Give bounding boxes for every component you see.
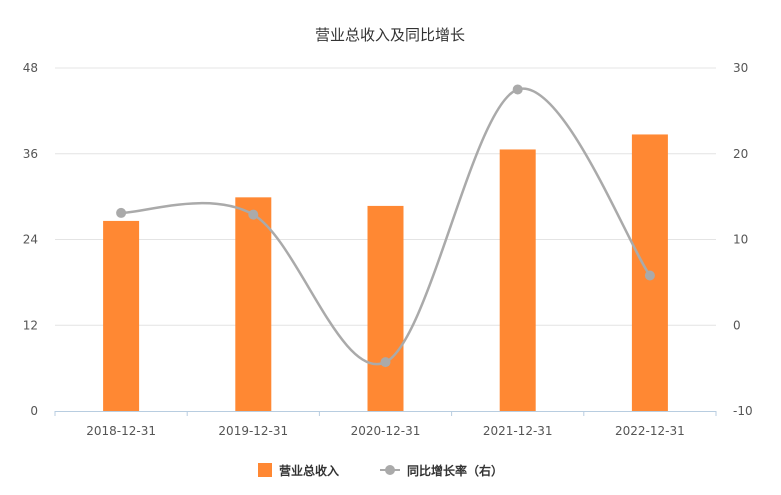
bar[interactable] [367,205,404,411]
bar-series [103,134,668,412]
bar[interactable] [499,149,536,411]
x-tick-label: 2021-12-31 [483,424,553,438]
growth-point[interactable] [248,209,259,220]
x-tick-label: 2018-12-31 [86,424,156,438]
y-right-tick-label: 30 [733,61,748,75]
line-series [116,84,655,368]
x-tick-label: 2022-12-31 [615,424,685,438]
y-left-tick-label: 48 [23,61,38,75]
x-axis: 2018-12-31 2019-12-31 2020-12-31 2021-12-31… [54,411,717,438]
y-axis-left: 0 12 24 36 48 [23,61,38,418]
y-right-tick-label: 20 [733,147,748,161]
y-right-tick-label: 10 [733,233,748,247]
y-left-tick-label: 12 [23,318,38,332]
bar[interactable] [235,197,272,411]
growth-point[interactable] [512,84,523,95]
legend-label-growth: 同比增长率（右） [407,463,503,478]
legend-swatch-growth-dot [385,465,395,475]
y-right-tick-label: 0 [733,318,741,332]
legend-swatch-revenue [258,463,272,477]
growth-point[interactable] [380,357,391,368]
growth-line [121,87,651,366]
y-left-tick-label: 36 [23,147,38,161]
x-tick-label: 2019-12-31 [218,424,288,438]
legend[interactable]: 营业总收入 同比增长率（右） [258,463,503,478]
y-left-tick-label: 0 [30,404,38,418]
growth-point[interactable] [644,270,655,281]
y-right-tick-label: -10 [733,404,753,418]
legend-label-revenue: 营业总收入 [279,463,339,478]
y-axis-right: -10 0 10 20 30 [733,61,753,418]
growth-point[interactable] [116,207,127,218]
y-left-tick-label: 24 [23,233,38,247]
x-tick-label: 2020-12-31 [351,424,421,438]
chart-title: 营业总收入及同比增长 [315,26,465,44]
bar[interactable] [103,220,140,411]
